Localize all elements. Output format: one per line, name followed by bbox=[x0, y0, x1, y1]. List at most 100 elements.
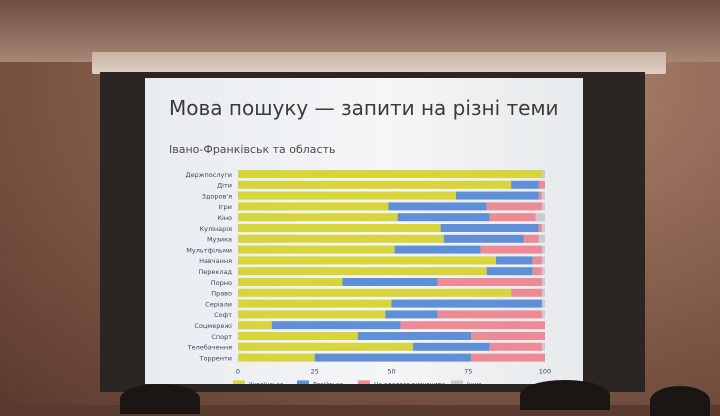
bar-segment-undetermined bbox=[437, 310, 542, 319]
category-label: Телебачення bbox=[187, 344, 232, 352]
presentation-slide: Мова пошуку — запити на різні теми Івано… bbox=[145, 78, 583, 384]
bar-segment-russian bbox=[455, 191, 539, 200]
bar-segment-undetermined bbox=[489, 213, 536, 222]
bar-segment-other bbox=[541, 245, 545, 254]
category-label: Торренти bbox=[199, 354, 232, 362]
bar-segment-ukrainian bbox=[238, 256, 496, 265]
bar-segment-ukrainian bbox=[238, 234, 444, 243]
bar-segment-undetermined bbox=[471, 332, 545, 340]
bar-segment-ukrainian bbox=[238, 180, 512, 189]
category-label: Кіно bbox=[217, 214, 232, 222]
bar-segment-russian bbox=[394, 245, 481, 254]
legend-label-undetermined: Не вдалося визначити bbox=[374, 381, 445, 384]
bar-segment-ukrainian bbox=[238, 321, 272, 330]
legend-swatch-undetermined bbox=[358, 380, 370, 384]
projector-screen-case bbox=[92, 52, 666, 74]
audience-head bbox=[650, 386, 710, 416]
bar-segment-other bbox=[538, 234, 545, 243]
x-tick-label: 25 bbox=[311, 367, 319, 375]
bar-segment-russian bbox=[385, 310, 438, 319]
bar-segment-ukrainian bbox=[238, 202, 389, 211]
legend-label-other: Інша bbox=[467, 381, 482, 384]
audience-head bbox=[520, 380, 610, 410]
bar-segment-russian bbox=[388, 202, 487, 211]
bar-segment-other bbox=[541, 278, 545, 286]
bar-segment-other bbox=[541, 170, 545, 178]
bar-segment-russian bbox=[443, 234, 524, 243]
bar-segment-undetermined bbox=[532, 256, 542, 265]
bar-segment-ukrainian bbox=[238, 342, 413, 351]
bar-segment-russian bbox=[271, 321, 401, 330]
bar-segment-undetermined bbox=[523, 234, 539, 243]
bar-segment-ukrainian bbox=[238, 288, 512, 297]
bar-segment-ukrainian bbox=[238, 170, 542, 178]
slide-title: Мова пошуку — запити на різні теми bbox=[169, 96, 559, 120]
bar-segment-other bbox=[541, 288, 545, 297]
bar-segment-ukrainian bbox=[238, 191, 456, 200]
bar-segment-russian bbox=[412, 342, 490, 351]
x-tick-label: 75 bbox=[464, 367, 472, 375]
legend-label-russian: Російська bbox=[313, 381, 344, 384]
bar-segment-ukrainian bbox=[238, 278, 343, 286]
bar-segment-russian bbox=[342, 278, 438, 286]
legend-swatch-ukrainian bbox=[233, 380, 245, 384]
bar-segment-russian bbox=[391, 299, 542, 308]
bar-segment-other bbox=[541, 191, 545, 200]
bar-segment-ukrainian bbox=[238, 353, 315, 362]
bar-segment-undetermined bbox=[471, 353, 545, 362]
bar-segment-undetermined bbox=[538, 224, 542, 232]
bar-segment-undetermined bbox=[511, 288, 542, 297]
bar-segment-other bbox=[541, 267, 545, 276]
bar-segment-russian bbox=[397, 213, 490, 222]
bar-segment-undetermined bbox=[486, 202, 542, 211]
bar-segment-ukrainian bbox=[238, 310, 386, 319]
category-label: Переклад bbox=[198, 268, 232, 276]
legend-label-ukrainian: Українська bbox=[249, 381, 284, 384]
bar-segment-ukrainian bbox=[238, 332, 358, 340]
category-label: Музика bbox=[207, 236, 232, 244]
category-label: Софт bbox=[214, 311, 232, 319]
bar-segment-russian bbox=[357, 332, 472, 340]
x-tick-label: 100 bbox=[539, 367, 551, 375]
category-label: Мультфільми bbox=[186, 246, 232, 254]
bar-segment-ukrainian bbox=[238, 213, 398, 222]
bar-segment-undetermined bbox=[489, 342, 542, 351]
category-label: Діти bbox=[217, 182, 232, 190]
category-label: Держпослуги bbox=[186, 171, 233, 179]
bar-segment-russian bbox=[511, 180, 539, 189]
bar-segment-russian bbox=[314, 353, 472, 362]
bar-segment-ukrainian bbox=[238, 224, 441, 232]
category-label: Ігри bbox=[218, 203, 232, 211]
stacked-bar-chart: Держпослуги Діти Здоров'я Ігри Кіно Кулінарія… bbox=[186, 170, 551, 384]
bar-segment-other bbox=[541, 310, 545, 319]
category-label: Спорт bbox=[211, 333, 232, 341]
bar-segment-russian bbox=[486, 267, 533, 276]
category-label: Кулінарія bbox=[200, 225, 233, 233]
category-label: Здоров'я bbox=[202, 192, 232, 200]
bar-segment-undetermined bbox=[538, 180, 545, 189]
bar-segment-other bbox=[541, 342, 545, 351]
bar-segment-other bbox=[535, 213, 545, 222]
bar-segment-russian bbox=[495, 256, 533, 265]
category-label: Соцмережі bbox=[194, 322, 232, 330]
x-tick-label: 0 bbox=[236, 367, 240, 375]
bar-segment-undetermined bbox=[437, 278, 542, 286]
bar-segment-undetermined bbox=[480, 245, 542, 254]
category-label: Серіали bbox=[205, 300, 232, 308]
legend-swatch-other bbox=[451, 380, 463, 384]
x-tick-label: 50 bbox=[387, 367, 395, 375]
bar-segment-ukrainian bbox=[238, 245, 395, 254]
audience-head bbox=[120, 384, 200, 414]
bar-segment-other bbox=[541, 299, 545, 308]
category-label: Право bbox=[211, 290, 232, 298]
bar-segment-ukrainian bbox=[238, 267, 487, 276]
bar-segment-undetermined bbox=[400, 321, 545, 330]
category-label: Порно bbox=[211, 279, 232, 287]
bar-segment-other bbox=[541, 202, 545, 211]
room-ceiling bbox=[0, 0, 720, 62]
category-label: Навчання bbox=[199, 257, 232, 265]
bar-segment-russian bbox=[440, 224, 539, 232]
legend-swatch-russian bbox=[297, 380, 309, 384]
bar-segment-ukrainian bbox=[238, 299, 392, 308]
bar-segment-undetermined bbox=[538, 191, 542, 200]
